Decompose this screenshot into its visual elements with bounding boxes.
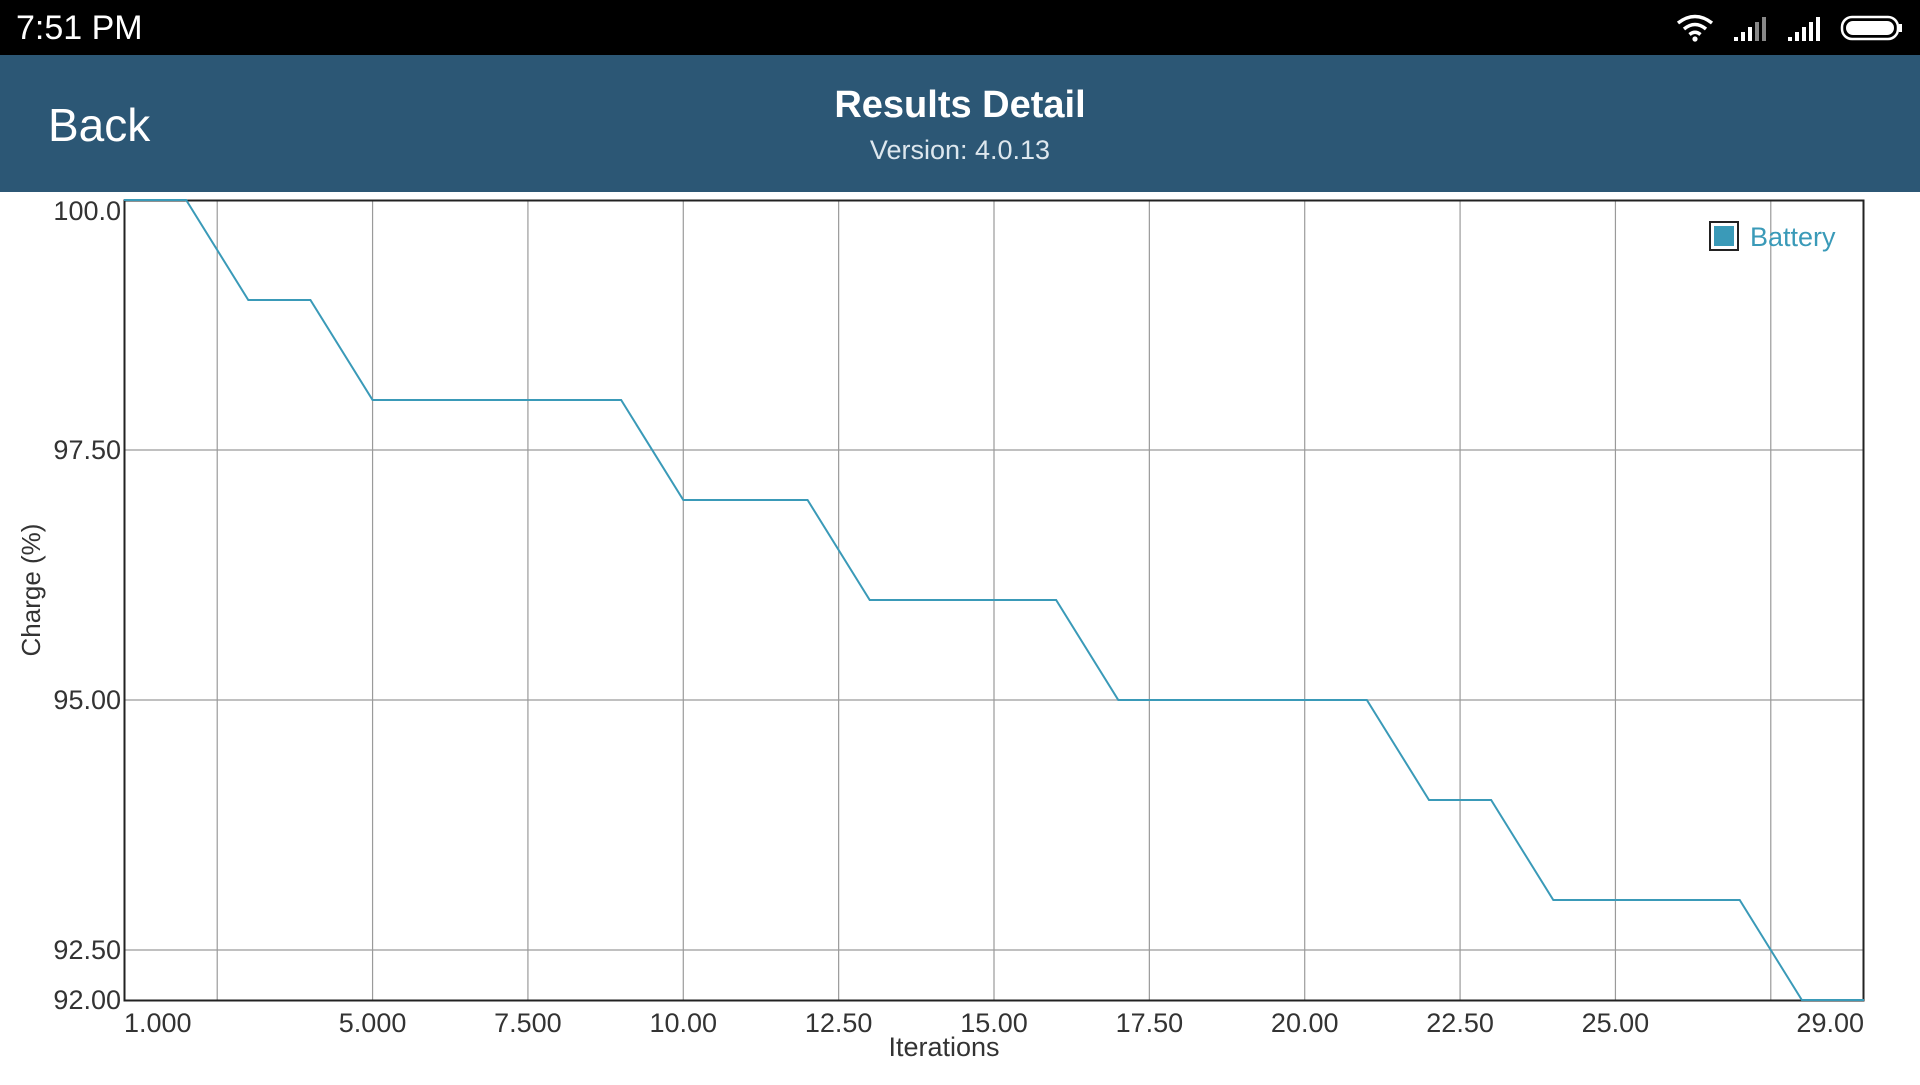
y-tick-label: 97.50 — [53, 435, 121, 465]
x-tick-label: 17.50 — [1116, 1008, 1184, 1038]
chart-area: 1.000 5.000 7.500 10.00 12.50 15.00 17.50 20.00… — [0, 192, 1920, 1080]
legend-swatch — [1714, 226, 1734, 246]
legend: Battery — [1709, 221, 1836, 252]
plot-frame — [123, 199, 1865, 1002]
y-tick-label: 95.00 — [53, 685, 121, 715]
status-bar: 7:51 PM — [0, 0, 1920, 55]
grid-layer — [124, 200, 1864, 1000]
x-tick-label: 20.00 — [1271, 1008, 1339, 1038]
x-tick-label: 5.000 — [339, 1008, 407, 1038]
x-tick-label: 15.00 — [960, 1008, 1028, 1038]
battery-icon — [1840, 15, 1902, 41]
y-tick-label: 100.0 — [53, 196, 121, 226]
x-tick-label: 25.00 — [1582, 1008, 1650, 1038]
app-header: Back Results Detail Version: 4.0.13 — [0, 55, 1920, 192]
signal-sim1-icon — [1734, 17, 1766, 41]
status-icons — [1676, 10, 1904, 46]
x-axis-label: Iterations — [888, 1032, 999, 1062]
series-layer — [124, 199, 1864, 1001]
axis-layer: 1.000 5.000 7.500 10.00 12.50 15.00 17.50 20.00… — [16, 196, 1864, 1062]
x-tick-label: 10.00 — [649, 1008, 717, 1038]
back-button[interactable]: Back — [48, 99, 151, 151]
y-tick-label: 92.00 — [53, 985, 121, 1015]
series-line-battery — [124, 199, 1864, 1001]
legend-label: Battery — [1750, 222, 1836, 252]
status-time: 7:51 PM — [16, 9, 143, 47]
x-tick-label: 7.500 — [494, 1008, 562, 1038]
signal-sim2-icon — [1788, 17, 1820, 41]
page-title: Results Detail — [834, 84, 1086, 126]
battery-chart: 1.000 5.000 7.500 10.00 12.50 15.00 17.50 20.00… — [16, 196, 1865, 1062]
x-tick-label: 1.000 — [124, 1008, 192, 1038]
y-tick-label: 92.50 — [53, 935, 121, 965]
x-tick-label: 22.50 — [1426, 1008, 1494, 1038]
x-tick-label: 12.50 — [805, 1008, 873, 1038]
title-block: Results Detail Version: 4.0.13 — [0, 83, 1920, 167]
wifi-icon — [1676, 14, 1714, 42]
x-tick-label: 29.00 — [1796, 1008, 1864, 1038]
y-axis-label: Charge (%) — [16, 524, 46, 657]
version-label: Version: 4.0.13 — [869, 135, 1051, 165]
